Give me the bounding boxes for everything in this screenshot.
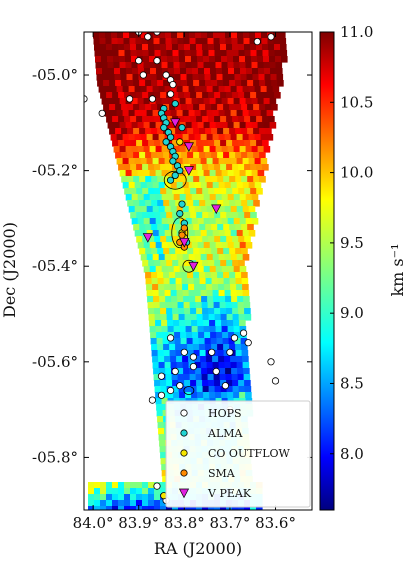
hops-marker <box>126 95 134 103</box>
hops-marker <box>171 367 179 375</box>
hops-marker <box>208 348 216 356</box>
v-peak-marker <box>170 118 181 129</box>
y-tick-label: -05.6° <box>32 353 78 371</box>
colorbar-tick-label: 10.5 <box>340 93 373 111</box>
hops-marker <box>153 57 161 65</box>
colorbar-tick-label: 8.5 <box>340 374 364 392</box>
legend-marker-v-peak <box>178 488 190 499</box>
sma-marker <box>178 231 186 239</box>
alma-marker <box>169 157 177 165</box>
hops-marker <box>180 348 188 356</box>
legend-marker <box>180 409 188 417</box>
alma-marker <box>167 176 175 184</box>
hops-marker <box>244 339 252 347</box>
legend-label: CO OUTFLOW <box>208 447 291 460</box>
y-axis-ticks: -05.0° -05.2° -05.4° -05.6° -05.8° <box>32 66 312 466</box>
hops-marker <box>157 372 166 380</box>
x-tick-label: 83.8° <box>164 514 205 532</box>
colorbar-tick-label: 11.0 <box>340 23 373 41</box>
legend: HOPS ALMA CO OUTFLOW SMA V PEAK <box>165 400 311 508</box>
hops-marker <box>212 367 220 375</box>
alma-marker <box>171 171 179 179</box>
hops-marker <box>240 329 248 337</box>
legend-marker <box>180 469 188 477</box>
hops-marker <box>167 90 175 98</box>
hops-marker <box>271 377 280 385</box>
hops-marker <box>167 334 175 342</box>
plot-frame <box>83 31 313 511</box>
x-tick-label: 83.7° <box>209 514 250 532</box>
alma-marker <box>162 138 170 146</box>
x-tick-label: 83.6° <box>255 514 296 532</box>
legend-label: SMA <box>208 467 236 480</box>
x-axis-label: RA (J2000) <box>154 539 242 558</box>
y-tick-label: -05.2° <box>32 162 78 180</box>
hops-marker <box>139 71 147 79</box>
y-tick-label: -05.8° <box>32 448 78 466</box>
co-outflow-marker <box>176 138 184 146</box>
hops-marker <box>148 396 156 404</box>
hops-marker <box>189 362 197 371</box>
y-tick-label: -05.0° <box>32 66 78 84</box>
intensity-contour <box>171 217 189 249</box>
legend-label: HOPS <box>208 407 242 420</box>
alma-marker <box>160 124 168 132</box>
source-markers <box>84 32 280 504</box>
v-peak-marker <box>142 233 153 243</box>
v-peak-marker <box>211 204 222 215</box>
hops-marker <box>167 386 175 395</box>
alma-marker <box>178 124 186 132</box>
hops-marker <box>226 348 234 356</box>
hops-marker <box>169 81 177 89</box>
hops-marker <box>162 71 170 79</box>
v-peak-marker <box>183 166 194 176</box>
hops-marker <box>267 33 275 41</box>
v-peak-marker <box>183 142 194 152</box>
hops-marker <box>267 358 275 366</box>
x-tick-label: 83.9° <box>118 514 159 532</box>
colorbar <box>319 31 335 511</box>
v-peak-marker <box>188 261 199 272</box>
hops-marker <box>98 109 106 117</box>
y-axis-label: Dec (J2000) <box>0 222 19 318</box>
alma-marker <box>176 167 184 175</box>
alma-marker <box>167 133 175 141</box>
colorbar-tick-label: 8.0 <box>340 445 364 463</box>
alma-marker <box>178 200 186 208</box>
legend-box <box>165 400 311 508</box>
intensity-contour <box>183 386 195 395</box>
colorbar-label: km s⁻¹ <box>388 243 407 296</box>
alma-marker <box>171 100 179 108</box>
sma-marker <box>180 224 188 232</box>
hops-marker <box>144 33 152 41</box>
y-tick-label: -05.4° <box>32 257 78 275</box>
hops-marker <box>189 353 197 361</box>
legend-marker <box>180 449 188 457</box>
hops-marker <box>157 391 166 399</box>
colorbar-tick-label: 9.0 <box>340 304 364 322</box>
hops-marker <box>176 382 184 390</box>
hops-marker <box>148 95 156 103</box>
legend-label: ALMA <box>207 427 244 440</box>
legend-label: V PEAK <box>207 487 252 500</box>
alma-marker <box>176 210 184 218</box>
hops-marker <box>230 334 239 342</box>
colorbar-tick-label: 10.0 <box>340 164 373 182</box>
hops-marker <box>221 382 229 390</box>
hops-marker <box>135 57 143 65</box>
intensity-contour <box>163 170 187 190</box>
colorbar-tick-label: 9.5 <box>340 234 364 252</box>
colorbar-ticks: 11.0 10.5 10.0 9.5 9.0 8.5 8.0 <box>330 23 373 463</box>
x-tick-label: 84.0° <box>73 514 114 532</box>
legend-marker <box>180 429 188 437</box>
hops-marker <box>253 37 261 46</box>
hops-marker <box>153 32 161 36</box>
v-peak-marker <box>179 237 190 248</box>
hops-marker <box>153 482 161 490</box>
x-axis-ticks: 84.0° 83.9° 83.8° 83.7° 83.6° <box>73 32 296 532</box>
